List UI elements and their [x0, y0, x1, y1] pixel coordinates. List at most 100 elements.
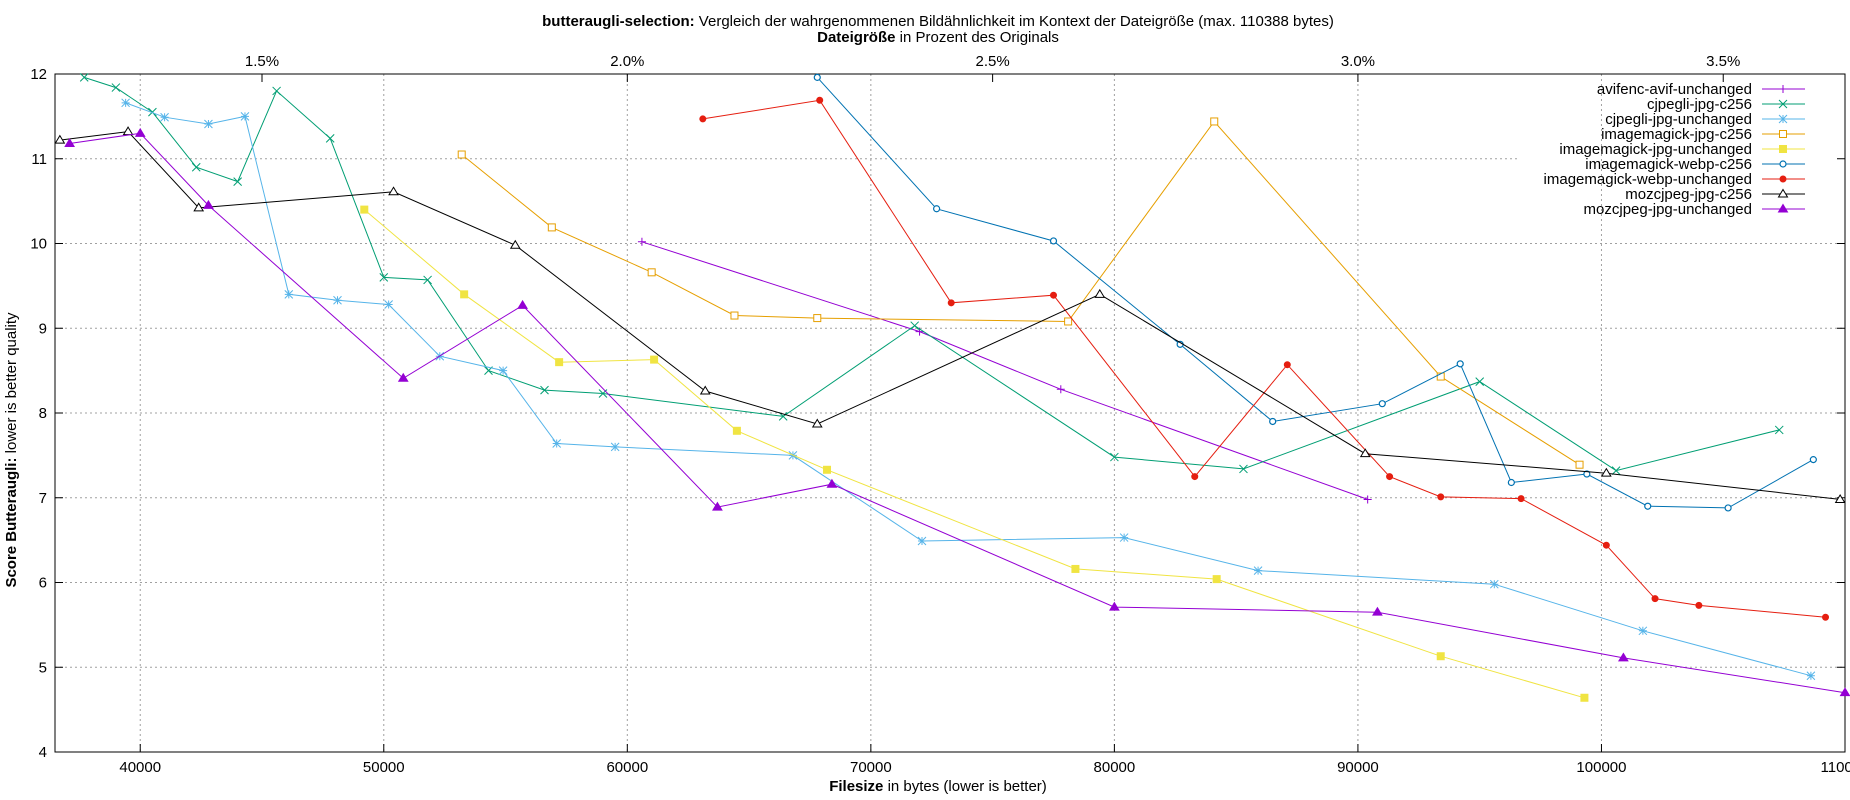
legend-item: imagemagick-jpg-unchanged	[1559, 141, 1805, 158]
data-point	[1283, 361, 1291, 369]
x-tick-label: 60000	[606, 759, 648, 776]
data-point	[1359, 448, 1371, 458]
data-point	[111, 83, 121, 92]
data-point	[1651, 595, 1659, 603]
series-mozcjpeg-jpg-unchanged	[64, 127, 1850, 697]
data-point	[1809, 456, 1817, 464]
y-tick-label: 10	[30, 236, 47, 253]
legend-item: avifenc-avif-unchanged	[1597, 81, 1805, 98]
series-cjpegli-jpg-c256	[79, 73, 1784, 475]
data-point	[509, 239, 521, 249]
x-tick-label: 40000	[119, 759, 161, 776]
data-point	[284, 289, 294, 299]
data-point	[933, 205, 941, 213]
axes: 4 5 6 7 8 9 10 11 12 40000 50000 60000 70000 80000 900…	[30, 53, 1850, 776]
data-point	[1386, 473, 1394, 481]
data-point	[1212, 575, 1221, 584]
legend-item: imagemagick-jpg-c256	[1601, 126, 1805, 143]
data-point	[384, 300, 393, 309]
chart-title: butteraugli-selection: Vergleich der wah…	[542, 13, 1334, 30]
legend-swatch-marker	[1777, 188, 1789, 198]
data-point	[552, 439, 562, 448]
series-line	[641, 241, 1368, 500]
data-point	[1119, 533, 1129, 542]
x-axis-label: Filesize in bytes (lower is better)	[829, 778, 1047, 795]
data-point	[1834, 493, 1846, 503]
data-point	[233, 177, 243, 186]
data-point	[1489, 579, 1499, 589]
data-point	[1050, 291, 1058, 299]
y-axis-label-bold: Score Butteraugli:	[3, 458, 20, 588]
data-point	[1475, 377, 1485, 386]
data-point	[423, 275, 432, 285]
data-point	[1436, 372, 1445, 381]
data-point	[547, 223, 556, 232]
legend-label: mozcjpeg-jpg-unchanged	[1584, 201, 1752, 218]
data-point	[730, 311, 739, 320]
data-point	[778, 412, 788, 421]
y-tick-label: 11	[31, 151, 47, 168]
y-tick-label: 7	[39, 490, 47, 507]
data-point	[160, 112, 169, 122]
x-tick-label: 110000	[1821, 759, 1850, 776]
series-imagemagick-jpg-unchanged	[360, 205, 1589, 702]
y-tick-label: 4	[39, 744, 47, 761]
data-point	[1695, 601, 1703, 609]
grid	[55, 74, 1845, 752]
legend-label: mozcjpeg-jpg-c256	[1625, 186, 1752, 203]
data-point	[54, 134, 66, 144]
plot-border	[54, 73, 1846, 753]
data-point	[1774, 425, 1784, 435]
data-point	[1583, 470, 1591, 478]
data-point	[1372, 606, 1383, 616]
data-point	[1507, 478, 1515, 487]
plot-series	[54, 73, 1850, 702]
series-avifenc-avif-unchanged	[637, 237, 1372, 504]
data-point	[191, 162, 201, 172]
y-tick-label: 5	[39, 659, 47, 676]
legend-swatch-marker	[1778, 99, 1788, 109]
y-tick-label: 9	[39, 320, 47, 337]
series-line	[125, 102, 1812, 677]
data-point	[1363, 495, 1372, 504]
x2-tick-label: 1.5%	[245, 53, 279, 70]
legend-label: imagemagick-jpg-c256	[1601, 126, 1752, 143]
legend-swatch-marker	[1779, 160, 1787, 168]
data-point	[388, 186, 399, 196]
legend-item: cjpegli-jpg-unchanged	[1605, 111, 1805, 128]
data-point	[1724, 504, 1732, 512]
data-point	[240, 112, 250, 121]
data-point	[1638, 626, 1648, 636]
data-point	[1191, 473, 1199, 481]
data-point	[1239, 464, 1248, 474]
data-point	[1064, 317, 1073, 326]
legend-item: mozcjpeg-jpg-unchanged	[1584, 201, 1805, 218]
data-point	[712, 501, 723, 511]
data-point	[517, 299, 528, 309]
x2-tick-label: 3.0%	[1341, 53, 1375, 70]
data-point	[647, 268, 656, 277]
legend-swatch-marker	[1779, 130, 1787, 138]
data-point	[699, 115, 707, 123]
data-point	[1575, 460, 1584, 469]
legend-label: cjpegli-jpg-c256	[1647, 96, 1752, 113]
data-point	[947, 299, 955, 307]
legend-swatch-marker	[1779, 145, 1787, 153]
data-point	[1378, 400, 1386, 408]
data-point	[1602, 541, 1610, 549]
legend-label: cjpegli-jpg-unchanged	[1605, 111, 1752, 128]
legend-label: imagemagick-webp-c256	[1585, 156, 1752, 173]
data-point	[193, 202, 205, 212]
data-point	[203, 199, 214, 209]
data-point	[1839, 687, 1850, 697]
data-point	[826, 478, 838, 488]
legend-label: imagemagick-jpg-unchanged	[1559, 141, 1752, 158]
data-point	[134, 127, 146, 137]
x-tick-label: 80000	[1094, 759, 1136, 776]
data-point	[811, 418, 823, 428]
x-tick-label: 90000	[1337, 759, 1379, 776]
data-point	[1456, 360, 1464, 368]
legend: avifenc-avif-unchangedcjpegli-jpg-c256cj…	[1544, 81, 1805, 218]
